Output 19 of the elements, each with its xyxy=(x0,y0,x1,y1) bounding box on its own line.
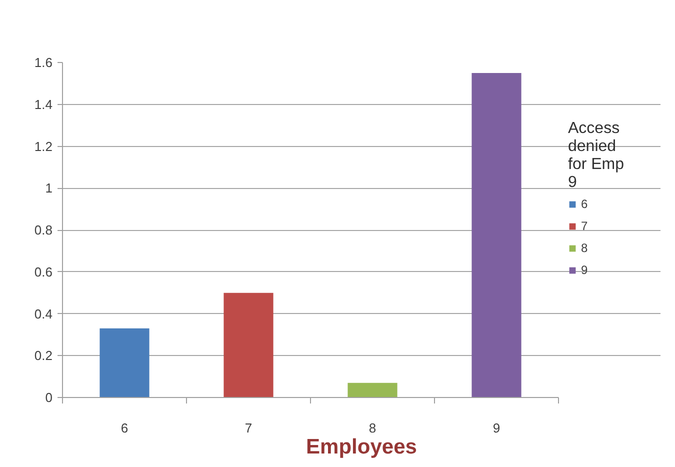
y-tick-label: 1 xyxy=(45,180,53,196)
legend-label: 7 xyxy=(581,219,589,233)
y-tick-label: 0.4 xyxy=(34,306,53,322)
legend-label: 9 xyxy=(581,263,589,277)
x-axis-title: Employees xyxy=(306,436,417,458)
legend-label: 6 xyxy=(581,197,589,211)
y-tick-label: 0.2 xyxy=(34,348,53,364)
y-tick-label: 1.2 xyxy=(34,138,53,154)
x-tick-label: 9 xyxy=(492,420,500,436)
y-tick-label: 1.6 xyxy=(34,55,53,70)
y-tick-label: 1.4 xyxy=(34,96,53,112)
x-tick-label: 6 xyxy=(120,420,128,436)
legend-label: 8 xyxy=(581,241,589,255)
y-tick-label: 0.6 xyxy=(34,264,53,280)
x-tick-label: 7 xyxy=(244,420,252,436)
x-tick-label: 8 xyxy=(368,420,376,436)
y-tick-label: 0 xyxy=(45,390,53,405)
y-tick-label: 0.8 xyxy=(34,222,53,238)
legend-title: Access denied for Emp 9 xyxy=(568,120,624,192)
